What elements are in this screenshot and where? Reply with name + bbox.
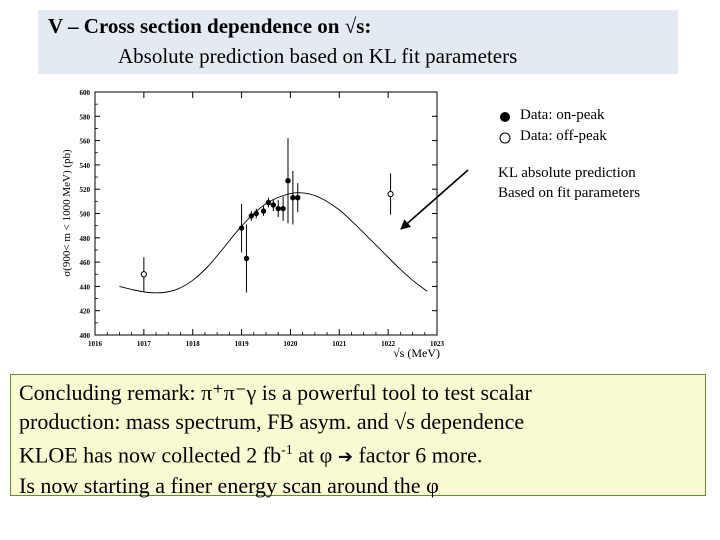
x-tick-label: 1021 [332, 340, 347, 348]
y-tick-label: 420 [80, 308, 91, 316]
legend-on-peak-marker [500, 112, 510, 122]
concluding-remark-box: Concluding remark: π⁺π⁻γ is a powerful t… [10, 374, 706, 498]
y-axis-label: σ(900< m < 1000 MeV) (pb) [61, 149, 73, 277]
on-peak-point [280, 205, 286, 212]
legend-off-peak-label: Data: off-peak [520, 128, 607, 144]
remark-line-3-mid: at φ [292, 442, 338, 468]
remark-line-3: KLOE has now collected 2 fb-1 at φ ➔ fac… [19, 436, 705, 471]
legend-off-peak-marker [499, 132, 511, 144]
title-box: V – Cross section dependence on √s: Abso… [38, 10, 678, 74]
x-axis-ticks: 1016 1017 1018 1019 1020 1021 1022 1023 [88, 92, 445, 348]
y-tick-label: 500 [80, 211, 91, 219]
y-tick-label: 560 [80, 138, 91, 146]
arrow-icon: ➔ [337, 446, 353, 468]
slide-title: V – Cross section dependence on √s: [48, 14, 372, 38]
y-tick-label: 400 [80, 332, 91, 340]
on-peak-point [285, 177, 291, 184]
x-tick-label: 1022 [381, 340, 396, 348]
off-peak-point [140, 271, 147, 278]
on-peak-point [260, 208, 267, 214]
on-peak-point [275, 205, 281, 212]
remark-line-1: Concluding remark: π⁺π⁻γ is a powerful t… [19, 380, 532, 405]
data-points [140, 138, 394, 293]
x-axis-label: √s (MeV) [393, 346, 440, 360]
slide-subtitle: Absolute prediction based on KL fit para… [118, 44, 518, 68]
on-peak-point [290, 195, 296, 201]
x-tick-label: 1016 [88, 340, 103, 348]
y-tick-label: 440 [80, 283, 91, 291]
prediction-annotation-line1: KL absolute prediction [498, 165, 636, 181]
on-peak-point [265, 199, 272, 206]
prediction-annotation: KL absolute prediction Based on fit para… [498, 163, 640, 203]
y-tick-label: 580 [80, 113, 91, 121]
remark-line-3-start: KLOE has now collected 2 fb [19, 442, 282, 468]
on-peak-point [253, 210, 259, 217]
y-tick-label: 460 [80, 259, 91, 267]
x-tick-label: 1020 [283, 340, 298, 348]
remark-superscript: -1 [281, 443, 293, 458]
y-tick-label: 600 [80, 89, 91, 97]
on-peak-point [295, 195, 301, 201]
y-axis-ticks: 400 420 440 460 480 500 520 540 560 580 600 [80, 89, 437, 340]
y-tick-label: 480 [80, 235, 91, 243]
y-tick-label: 540 [80, 162, 91, 170]
on-peak-point [270, 202, 277, 208]
x-tick-label: 1023 [430, 340, 445, 348]
plot-frame [94, 91, 438, 336]
legend-on-peak-label: Data: on-peak [520, 107, 605, 123]
prediction-annotation-line2: Based on fit parameters [498, 185, 641, 201]
on-peak-point [243, 255, 250, 262]
on-peak-point [248, 213, 255, 219]
x-tick-label: 1019 [235, 340, 250, 348]
off-peak-point [387, 190, 394, 198]
annotation-arrow [400, 169, 469, 230]
remark-line-2: production: mass spectrum, FB asym. and … [19, 409, 525, 434]
remark-line-3-end: factor 6 more. [352, 442, 483, 468]
remark-line-4: Is now starting a finer energy scan arou… [19, 473, 439, 499]
x-tick-label: 1017 [137, 340, 152, 348]
on-peak-point [238, 225, 245, 231]
x-tick-label: 1018 [186, 340, 201, 348]
y-tick-label: 520 [80, 186, 91, 194]
